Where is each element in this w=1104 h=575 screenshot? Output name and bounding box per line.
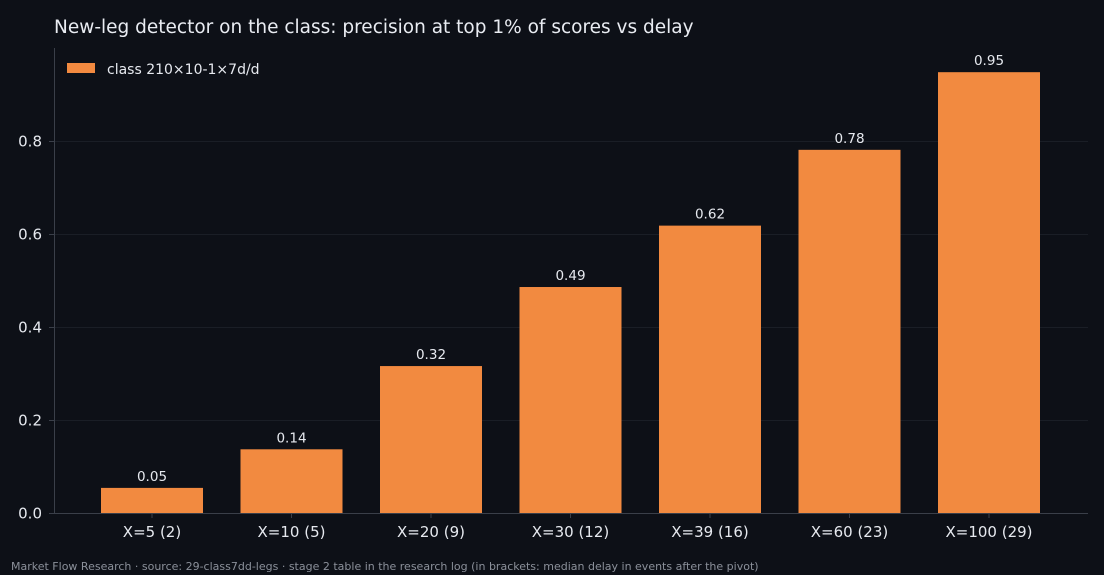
legend-label: class 210×10-1×7d/d [107, 62, 260, 78]
bar [519, 287, 622, 513]
bar-value-label: 0.95 [974, 53, 1004, 69]
x-tick-label: X=60 (23) [811, 523, 889, 541]
x-tick-label: X=5 (2) [123, 523, 181, 541]
footer-source: Market Flow Research · source: 29-class7… [11, 560, 759, 573]
bar [938, 72, 1040, 514]
x-tick-label: X=39 (16) [671, 523, 749, 541]
y-axis: 0.0 0.2 0.4 0.6 0.8 [18, 133, 54, 523]
value-labels: 0.05 0.14 0.32 0.49 0.62 0.78 0.95 [137, 53, 1004, 485]
bar-value-label: 0.49 [555, 268, 585, 284]
bar [659, 225, 761, 513]
bar-value-label: 0.05 [137, 469, 167, 485]
y-tick-label: 0.8 [18, 133, 42, 151]
bar [380, 366, 482, 513]
bars [101, 72, 1040, 514]
x-tick-label: X=10 (5) [258, 523, 326, 541]
x-tick-label: X=30 (12) [532, 523, 610, 541]
y-tick-label: 0.6 [18, 226, 42, 244]
chart-title: New-leg detector on the class: precision… [54, 17, 694, 38]
bar [101, 487, 203, 513]
bar-value-label: 0.32 [416, 347, 446, 363]
legend-swatch [67, 63, 95, 73]
bar [240, 449, 343, 513]
bar-value-label: 0.14 [276, 430, 306, 446]
legend: class 210×10-1×7d/d [67, 62, 260, 78]
y-tick-label: 0.0 [18, 505, 42, 523]
bar-value-label: 0.62 [695, 207, 725, 223]
bar [798, 149, 901, 513]
x-tick-label: X=20 (9) [397, 523, 465, 541]
x-axis: X=5 (2) X=10 (5) X=20 (9) X=30 (12) X=39 (16… [123, 513, 1033, 541]
y-tick-label: 0.4 [18, 319, 42, 337]
y-tick-label: 0.2 [18, 412, 42, 430]
x-tick-label: X=100 (29) [945, 523, 1032, 541]
bar-value-label: 0.78 [834, 131, 864, 147]
